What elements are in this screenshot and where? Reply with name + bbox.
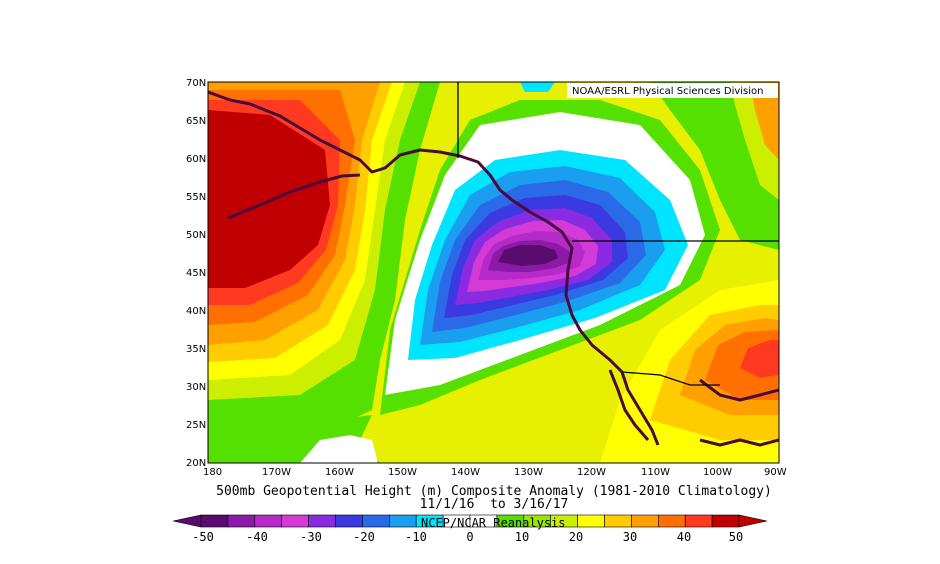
lat-tick-45n: 45N [186, 268, 206, 279]
colorbar-label-m40: -40 [246, 530, 268, 544]
colorbar-labels: -50 -40 -30 -20 -10 0 10 20 30 40 50 [192, 530, 743, 544]
map-frame [207, 81, 780, 464]
colorbar-label-20: 20 [569, 530, 583, 544]
ridge-northeast [650, 82, 779, 250]
map-panel [208, 82, 779, 463]
lat-tick-55n: 55N [186, 192, 206, 203]
lat-tick-20n: 20N [186, 458, 206, 469]
lon-tick-120w: 120W [577, 467, 606, 478]
source-label: NCEP/NCAR Reanalysis [421, 516, 566, 530]
lat-tick-65n: 65N [186, 116, 206, 127]
colorbar-swatch [335, 514, 363, 528]
lat-tick-70n: 70N [186, 78, 206, 89]
lon-tick-140w: 140W [451, 467, 480, 478]
map-title: 500mb Geopotential Height (m) Composite … [216, 484, 772, 499]
colorbar-label-m50: -50 [192, 530, 214, 544]
colorbar-label-10: 10 [515, 530, 529, 544]
colorbar-label-m20: -20 [353, 530, 375, 544]
coastlines [208, 90, 779, 447]
lon-tick-170w: 170W [262, 467, 291, 478]
credit-text: NOAA/ESRL Physical Sciences Division [572, 86, 764, 97]
lon-tick-180: 180 [203, 467, 222, 478]
credit-box [567, 83, 778, 98]
colorbar-label-0: 0 [466, 530, 473, 544]
colorbar [172, 514, 768, 528]
colorbar-label-m30: -30 [300, 530, 322, 544]
political-boundaries [457, 82, 779, 386]
colorbar-swatch [631, 514, 659, 528]
lat-tick-35n: 35N [186, 344, 206, 355]
lat-axis: 70N 65N 60N 55N 50N 45N 40N 35N 30N 25N … [186, 78, 206, 469]
colorbar-label-30: 30 [623, 530, 637, 544]
lat-tick-60n: 60N [186, 154, 206, 165]
northern-trough-sliver [520, 82, 555, 92]
colorbar-swatch [362, 514, 390, 528]
lon-axis: 180 170W 160W 150W 140W 130W 120W 110W 1… [203, 467, 787, 478]
lat-tick-25n: 25N [186, 420, 206, 431]
colorbar-swatch [200, 514, 229, 528]
colorbar-low-arrow [172, 514, 202, 528]
colorbar-swatch [577, 514, 605, 528]
colorbar-swatch [711, 514, 740, 528]
map-date-range: 11/1/16 to 3/16/17 [420, 497, 569, 512]
colorbar-swatch [308, 514, 336, 528]
colorbar-label-40: 40 [677, 530, 691, 544]
lat-tick-30n: 30N [186, 382, 206, 393]
southwest-lobe [208, 400, 380, 463]
lon-tick-130w: 130W [514, 467, 543, 478]
colorbar-swatch [227, 514, 256, 528]
lat-tick-40n: 40N [186, 306, 206, 317]
colorbar-swatch [281, 514, 309, 528]
colorbar-high-arrow [738, 514, 768, 528]
trough-pacific-northwest [380, 100, 720, 415]
lon-tick-100w: 100W [703, 467, 732, 478]
colorbar-label-m10: -10 [405, 530, 427, 544]
colorbar-swatch [657, 514, 686, 528]
lon-tick-90w: 90W [764, 467, 787, 478]
colorbar-swatch [604, 514, 632, 528]
lon-tick-160w: 160W [325, 467, 354, 478]
colorbar-swatch [388, 514, 417, 528]
colorbar-swatch [684, 514, 713, 528]
colorbar-swatch [254, 514, 283, 528]
lon-tick-150w: 150W [388, 467, 417, 478]
colorbar-label-50: 50 [729, 530, 743, 544]
ridge-bering-sea [208, 82, 440, 435]
lon-tick-110w: 110W [641, 467, 670, 478]
lat-tick-50n: 50N [186, 230, 206, 241]
